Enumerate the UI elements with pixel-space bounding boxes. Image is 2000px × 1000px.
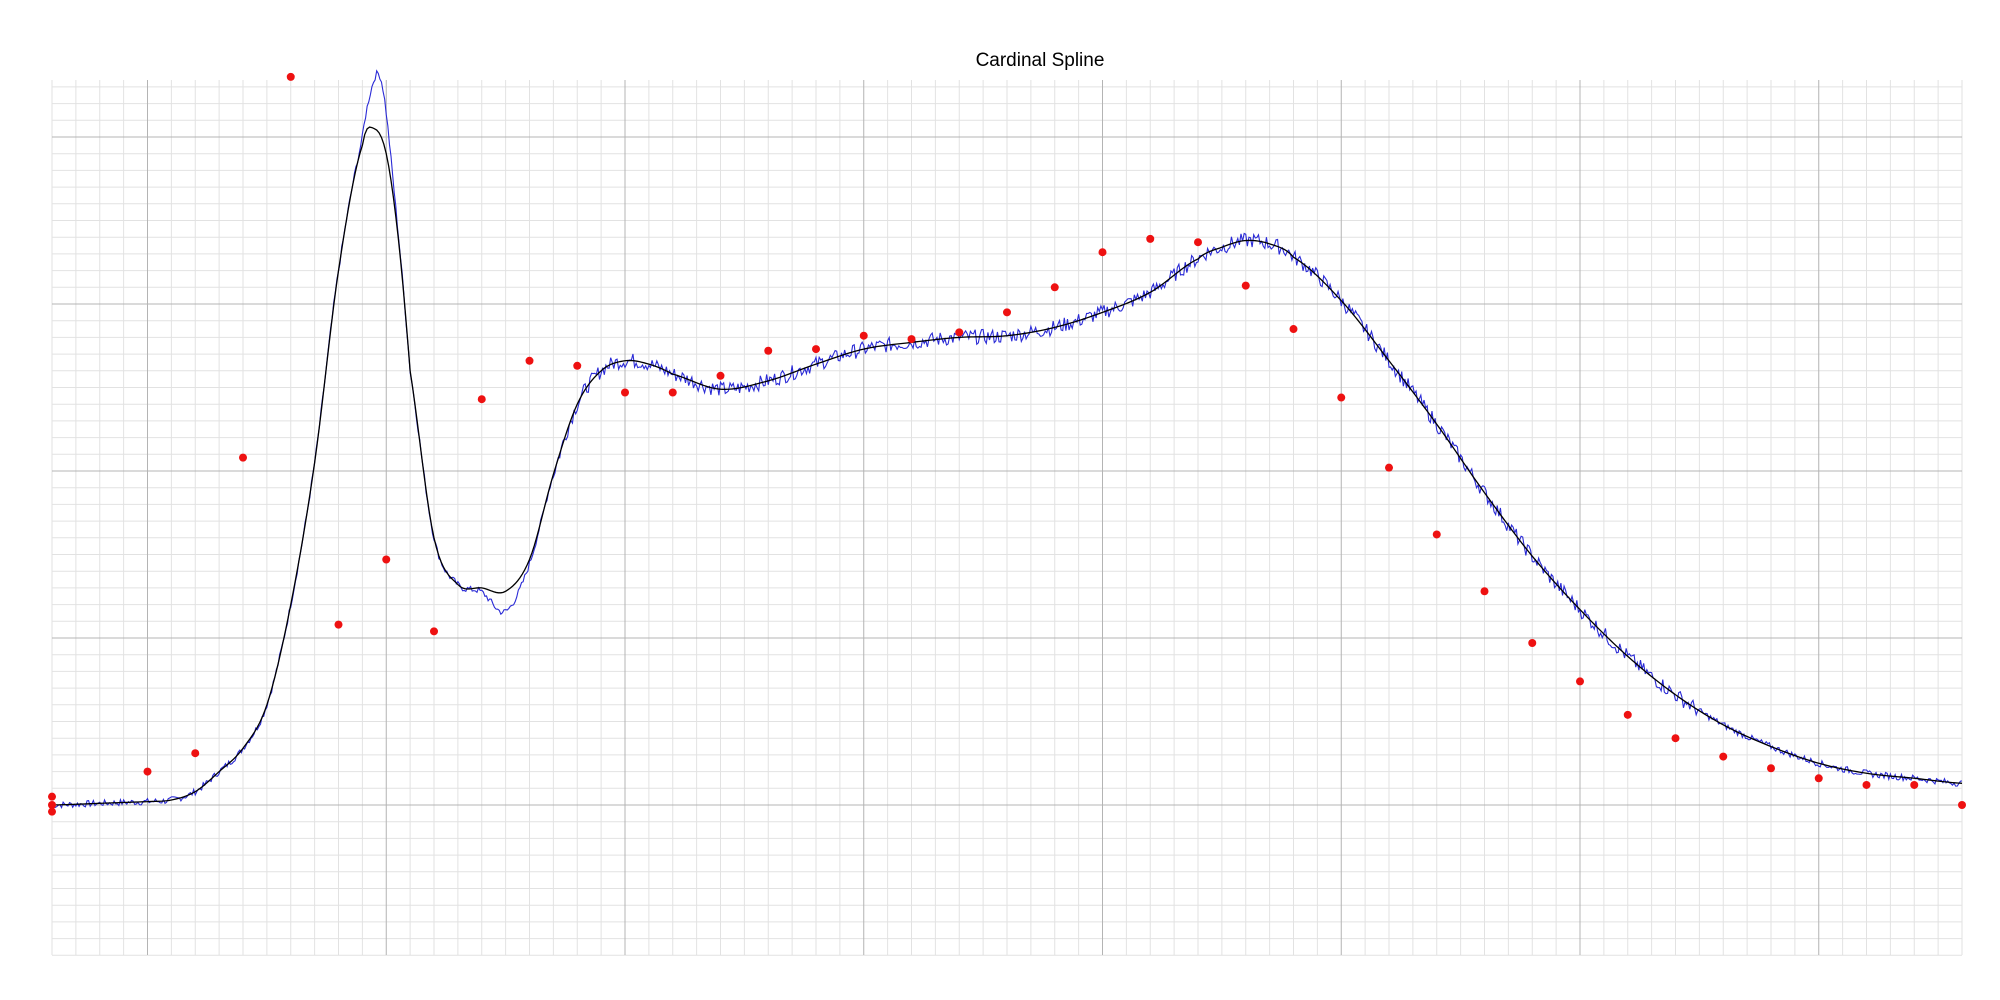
control-point: [286, 72, 295, 81]
control-point: [1767, 764, 1775, 773]
control-point: [239, 453, 247, 462]
control-point: [382, 555, 391, 564]
control-point: [907, 335, 916, 344]
control-point: [764, 346, 773, 355]
control-point: [1862, 780, 1871, 789]
control-point: [573, 361, 582, 370]
control-point: [48, 792, 56, 801]
control-point: [1958, 801, 1966, 809]
control-point: [955, 328, 964, 337]
control-point: [1194, 238, 1202, 247]
control-point: [430, 627, 438, 636]
control-point: [1289, 325, 1298, 334]
control-point: [859, 331, 868, 340]
control-point: [525, 356, 534, 365]
control-point: [1146, 234, 1155, 243]
control-points-layer: [48, 72, 1966, 816]
control-point: [1003, 308, 1011, 317]
control-point: [1337, 393, 1346, 402]
control-point: [1814, 774, 1823, 783]
spline-layer: [51, 126, 1963, 806]
control-point: [1576, 677, 1584, 686]
control-point: [48, 807, 56, 816]
grid-minor-lines: [51, 80, 1963, 956]
control-point: [1432, 530, 1441, 539]
control-point: [621, 388, 629, 397]
control-point: [1623, 710, 1632, 719]
control-point: [48, 801, 56, 809]
control-point: [1480, 587, 1489, 596]
control-point: [1385, 463, 1393, 472]
control-point: [477, 395, 486, 404]
control-point: [1241, 281, 1250, 290]
control-point: [191, 749, 200, 758]
control-point: [143, 767, 152, 776]
control-point: [668, 388, 677, 397]
control-point: [1098, 248, 1107, 257]
control-point: [1719, 752, 1728, 761]
control-point: [1910, 780, 1919, 789]
control-point: [1050, 283, 1059, 292]
control-point: [812, 345, 820, 354]
chart-title: Cardinal Spline: [975, 50, 1105, 71]
control-point: [334, 620, 343, 629]
grid-major-lines: [52, 80, 1962, 955]
control-point: [1671, 734, 1680, 743]
cardinal-spline-line: [51, 126, 1963, 806]
control-point: [1528, 639, 1537, 648]
control-point: [716, 371, 725, 380]
